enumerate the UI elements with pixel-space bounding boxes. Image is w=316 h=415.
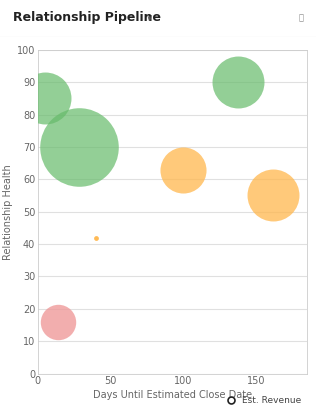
Point — [270, 192, 276, 199]
Point — [180, 166, 185, 173]
Text: ⬜: ⬜ — [298, 13, 303, 22]
Point — [43, 95, 48, 102]
Text: Relationship Pipeline: Relationship Pipeline — [13, 12, 161, 24]
Text: ∨: ∨ — [145, 13, 153, 23]
Point — [76, 144, 81, 150]
Point — [94, 234, 99, 241]
Point — [56, 318, 61, 325]
Y-axis label: Relationship Health: Relationship Health — [3, 164, 13, 259]
Legend: Est. Revenue: Est. Revenue — [218, 392, 305, 408]
Point — [236, 79, 241, 85]
X-axis label: Days Until Estimated Close Date: Days Until Estimated Close Date — [93, 391, 252, 400]
